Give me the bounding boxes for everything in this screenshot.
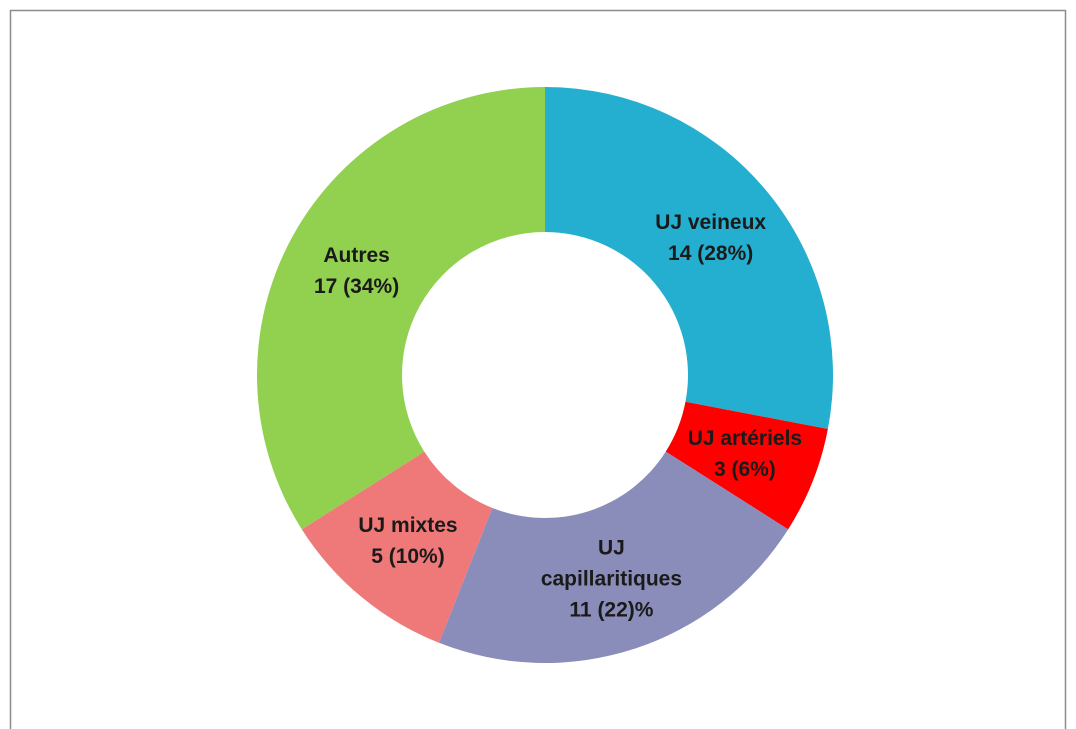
slice-label: UJ veineux 14 (28%) [626, 207, 796, 269]
category-label: UJ capillaritiques [540, 536, 683, 591]
category-label: UJ artériels [687, 427, 803, 451]
donut-slice [257, 86, 545, 530]
value-label: 17 (34%) [313, 275, 400, 299]
slice-label: UJ capillaritiques 11 (22)% [526, 533, 696, 626]
category-label: UJ mixtes [358, 513, 458, 537]
value-label: 14 (28%) [668, 241, 754, 265]
frame [9, 9, 1067, 729]
slice-label: UJ mixtes 5 (10%) [323, 510, 493, 572]
category-label: UJ veineux [655, 210, 767, 234]
slice-label: Autres 17 (34%) [272, 240, 442, 302]
donut-slice [665, 401, 828, 530]
donut-slice [438, 451, 789, 663]
value-label: 11 (22)% [569, 598, 654, 622]
value-label: 3 (6%) [713, 458, 776, 482]
category-label: Autres [323, 244, 390, 268]
donut-slice [301, 451, 493, 643]
slice-label: UJ artériels 3 (6%) [660, 423, 830, 485]
value-label: 5 (10%) [371, 544, 445, 568]
donut-slice [545, 87, 833, 429]
